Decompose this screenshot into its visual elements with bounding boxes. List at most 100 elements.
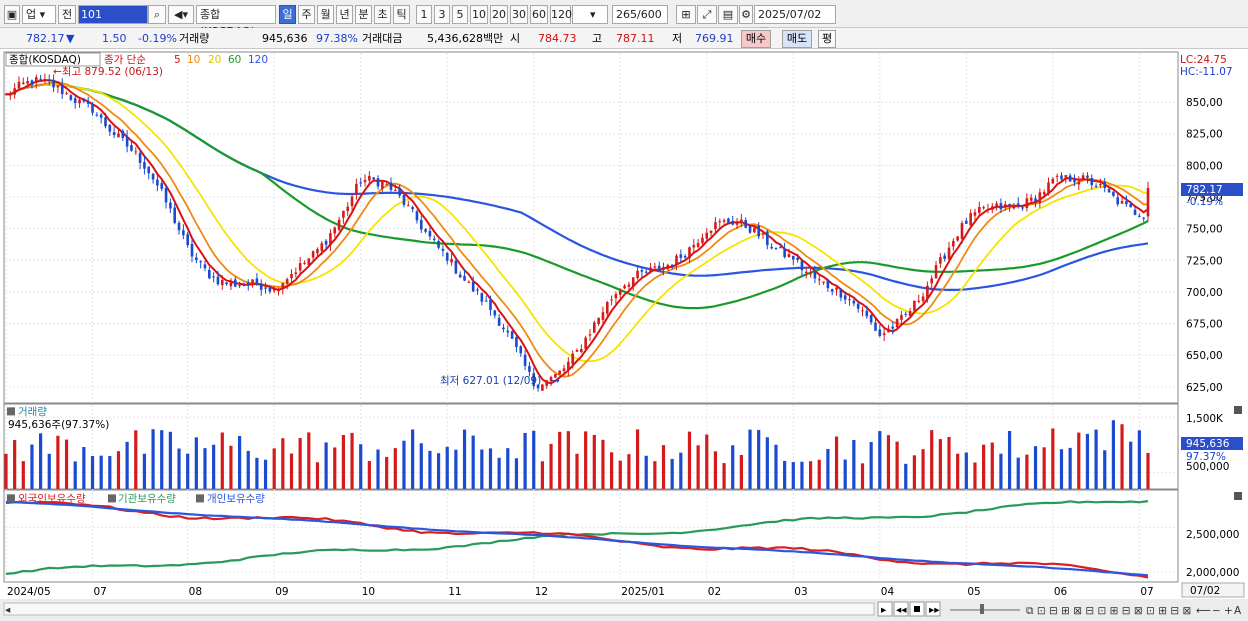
search-icon[interactable]: ⌕ (148, 5, 166, 24)
interval-button-20[interactable]: 20 (490, 5, 508, 24)
volume-bar (220, 432, 224, 489)
volume-panel-title: 거래량 (18, 406, 47, 418)
candle-body (484, 300, 488, 302)
volume-bar (281, 438, 285, 489)
candle-body (1120, 201, 1124, 204)
code-input[interactable]: 101 (78, 5, 148, 24)
candle-body (1042, 192, 1046, 195)
candle-body (385, 184, 388, 186)
volume-bar (506, 448, 510, 489)
candle-body (969, 213, 972, 226)
period-button-6[interactable]: 틱 (393, 5, 410, 24)
candle-body (861, 310, 864, 312)
candle-body (1008, 204, 1011, 206)
candle-body (52, 79, 55, 88)
candle-body (39, 78, 42, 80)
candle-body (675, 255, 678, 265)
period-button-4[interactable]: 분 (355, 5, 372, 24)
candle-body (298, 263, 302, 271)
volume-bar (653, 461, 657, 489)
period-button-3[interactable]: 년 (336, 5, 353, 24)
candle-body (657, 265, 661, 271)
candle-body (225, 282, 228, 285)
zoom-slider-thumb[interactable] (980, 604, 984, 614)
down-arrow-icon: ▼ (66, 32, 75, 45)
date-field[interactable]: 2025/07/02 ▦ (754, 5, 836, 38)
candle-body (882, 333, 886, 336)
market-select[interactable]: 업 ▾ (22, 5, 56, 24)
scroll-left-icon[interactable]: ◂ (5, 604, 11, 616)
minus-icon[interactable]: − (1212, 605, 1221, 617)
y-tick-label: 850,00 (1186, 97, 1223, 109)
volume-bar (419, 443, 423, 489)
interval-button-5[interactable]: 5 (452, 5, 468, 24)
volume-bar (350, 432, 354, 489)
interval-button-1[interactable]: 1 (416, 5, 432, 24)
candle-body (956, 236, 959, 241)
volume-bar (488, 448, 493, 489)
buy-button[interactable]: 매수 (741, 30, 771, 48)
interval-button-30[interactable]: 30 (510, 5, 528, 24)
save-icon[interactable]: ▤ (718, 5, 738, 24)
plus-icon[interactable]: + (1224, 605, 1233, 617)
y-tick-label: 725,00 (1186, 255, 1223, 267)
candle-body (571, 353, 574, 365)
candle-body (381, 181, 384, 189)
volume-bar (791, 462, 795, 489)
candle-body (350, 196, 354, 207)
interval-custom-select[interactable]: ▾ (572, 5, 608, 24)
chart-tools-icon[interactable]: ⊞ (676, 5, 696, 24)
price-panel-title: 종합(KOSDAQ) (9, 54, 81, 66)
scroll-track[interactable] (3, 602, 875, 616)
volume-bar (471, 435, 475, 489)
x-tick-label: 06 (1054, 586, 1068, 598)
volume-bar (661, 445, 666, 489)
period-button-5[interactable]: 초 (374, 5, 391, 24)
volume-close-icon[interactable] (1234, 406, 1242, 414)
holdings-close-icon[interactable] (1234, 492, 1242, 500)
window-tool-icons[interactable]: ⧉ ⊡ ⊟ ⊞ ⊠ ⊟ ⊡ ⊞ ⊟ ⊠ ⊡ ⊞ ⊟ ⊠ (1026, 605, 1191, 617)
scroll-next-button[interactable] (877, 601, 893, 617)
candle-body (753, 227, 756, 233)
window-menu-icon[interactable]: ▣ (4, 5, 20, 24)
eval-button[interactable]: 평 (818, 30, 836, 48)
candle-body (731, 220, 735, 225)
candle-body (804, 271, 808, 273)
candle-body (1125, 201, 1128, 205)
zoom-out-icon[interactable]: ⟵ (1196, 605, 1211, 617)
stock-chart[interactable]: 850,00825,00800,00775,00750,00725,00700,… (0, 50, 1248, 621)
volume-bar (315, 462, 320, 489)
compare-icon[interactable]: ⤢ (697, 5, 717, 24)
interval-button-10[interactable]: 10 (470, 5, 488, 24)
font-size-icon[interactable]: A (1234, 605, 1242, 617)
candle-body (926, 285, 929, 299)
interval-button-60[interactable]: 60 (530, 5, 548, 24)
scroll-last-button[interactable] (925, 601, 941, 617)
interval-button-3[interactable]: 3 (434, 5, 450, 24)
period-button-1[interactable]: 주 (298, 5, 315, 24)
gear-icon[interactable]: ⚙ (739, 5, 753, 24)
sell-button[interactable]: 매도 (782, 30, 812, 48)
candle-body (497, 317, 501, 326)
volume-bar (990, 442, 994, 489)
period-button-0[interactable]: 일 (279, 5, 296, 24)
candle-body (17, 81, 21, 89)
count-field[interactable]: 265/600 (612, 5, 668, 24)
index-name-field[interactable]: 종합(KOSDAQ) (196, 5, 276, 38)
period-button-2[interactable]: 월 (317, 5, 334, 24)
volume-bar (411, 429, 415, 489)
volume-bar (497, 457, 501, 489)
scroll-first-button[interactable] (893, 601, 909, 617)
sound-icon[interactable]: ◀▾ (168, 5, 194, 24)
play-icon: ▸ (881, 604, 887, 616)
individual-holdings-label: 개인보유수량 (207, 493, 265, 505)
panel-title-box[interactable] (5, 52, 101, 67)
volume-bar (1051, 428, 1055, 489)
candle-body (411, 207, 414, 210)
interval-button-120[interactable]: 120 (550, 5, 572, 24)
candle-body (229, 281, 233, 287)
prev-button[interactable]: 전 (58, 5, 76, 24)
candle-body (285, 279, 289, 284)
candle-body (242, 284, 246, 286)
volume-bar (558, 431, 562, 489)
